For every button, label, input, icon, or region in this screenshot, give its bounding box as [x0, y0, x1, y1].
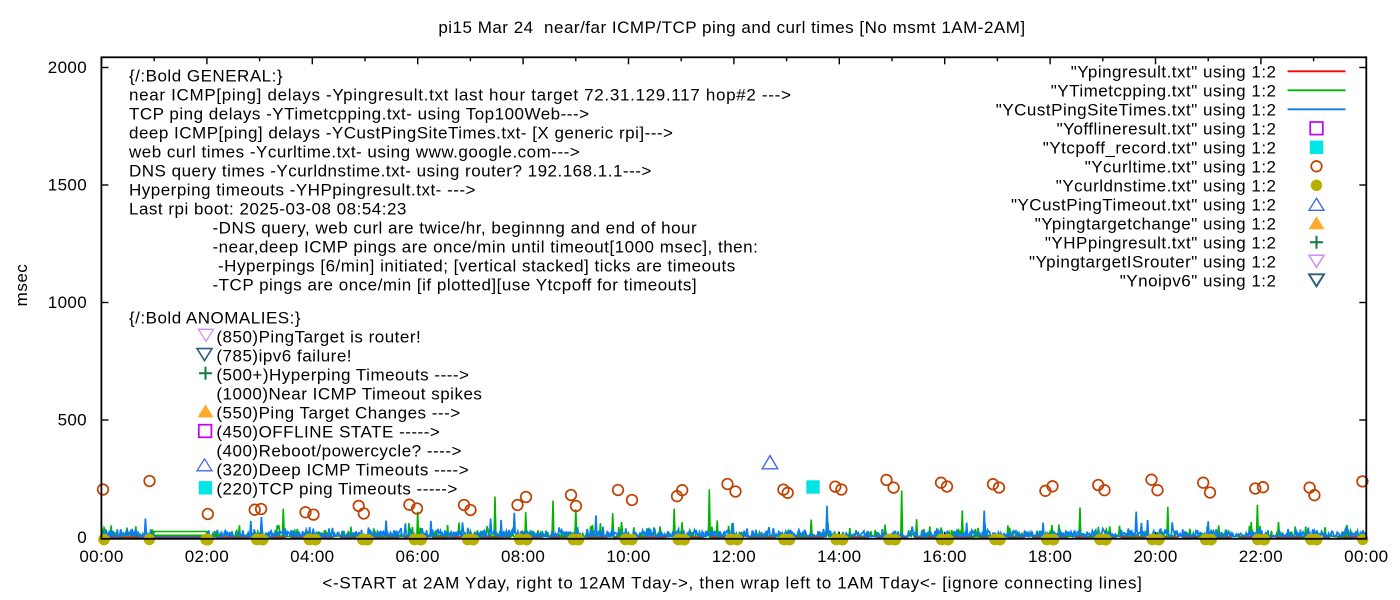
- svg-text:22:00: 22:00: [1239, 547, 1283, 566]
- svg-text:(450)OFFLINE STATE ----->: (450)OFFLINE STATE ----->: [216, 423, 440, 442]
- svg-text:00:00: 00:00: [79, 547, 123, 566]
- svg-text:"Ycurldnstime.txt" using 1:2: "Ycurldnstime.txt" using 1:2: [1056, 176, 1277, 195]
- svg-text:20:00: 20:00: [1133, 547, 1177, 566]
- svg-text:02:00: 02:00: [185, 547, 229, 566]
- svg-text:16:00: 16:00: [923, 547, 967, 566]
- svg-text:18:00: 18:00: [1028, 547, 1072, 566]
- svg-text:(400)Reboot/powercycle? ---->: (400)Reboot/powercycle? ---->: [216, 442, 462, 461]
- svg-text:(500+)Hyperping Timeouts ---->: (500+)Hyperping Timeouts ---->: [216, 366, 469, 385]
- svg-text:"YTimetcpping.txt" using 1:2: "YTimetcpping.txt" using 1:2: [1051, 81, 1277, 100]
- svg-text:"Ycurltime.txt" using 1:2: "Ycurltime.txt" using 1:2: [1085, 157, 1277, 176]
- svg-text:(320)Deep ICMP Timeouts ---->: (320)Deep ICMP Timeouts ---->: [216, 461, 469, 480]
- svg-text:"Ypingtargetchange" using 1:2: "Ypingtargetchange" using 1:2: [1035, 214, 1277, 233]
- svg-text:"YCustPingSiteTimes.txt" using: "YCustPingSiteTimes.txt" using 1:2: [996, 100, 1277, 119]
- svg-text:14:00: 14:00: [817, 547, 861, 566]
- svg-text:10:00: 10:00: [606, 547, 650, 566]
- svg-text:00:00: 00:00: [1344, 547, 1388, 566]
- svg-text:(1000)Near ICMP Timeout spikes: (1000)Near ICMP Timeout spikes: [216, 385, 482, 404]
- svg-text:{/:Bold ANOMALIES:}: {/:Bold ANOMALIES:}: [129, 309, 301, 328]
- svg-text:pi15 Mar 24 near/far ICMP/TCP: pi15 Mar 24 near/far ICMP/TCP ping and c…: [438, 18, 1025, 37]
- svg-text:"YCustPingTimeout.txt" using 1: "YCustPingTimeout.txt" using 1:2: [1011, 195, 1277, 214]
- svg-text:"Ypingresult.txt" using 1:2: "Ypingresult.txt" using 1:2: [1071, 62, 1277, 81]
- svg-text:msec: msec: [12, 264, 31, 307]
- svg-text:"Yofflineresult.txt" using 1:2: "Yofflineresult.txt" using 1:2: [1057, 119, 1277, 138]
- svg-text:12:00: 12:00: [712, 547, 756, 566]
- svg-text:0: 0: [77, 528, 87, 547]
- svg-text:500: 500: [58, 411, 87, 430]
- svg-text:-Hyperpings [6/min] initiated;: -Hyperpings [6/min] initiated; [vertical…: [218, 257, 736, 276]
- svg-text:06:00: 06:00: [396, 547, 440, 566]
- svg-text:DNS query times -Ycurldnstime.: DNS query times -Ycurldnstime.txt- using…: [129, 162, 652, 181]
- svg-text:TCP ping delays -YTimetcpping.: TCP ping delays -YTimetcpping.txt- using…: [129, 105, 590, 124]
- svg-text:"YHPpingresult.txt" using 1:2: "YHPpingresult.txt" using 1:2: [1045, 233, 1277, 252]
- svg-text:1500: 1500: [48, 176, 87, 195]
- svg-text:"YpingtargetISrouter" using 1:: "YpingtargetISrouter" using 1:2: [1029, 252, 1276, 271]
- svg-text:(220)TCP ping Timeouts ----->: (220)TCP ping Timeouts ----->: [216, 480, 457, 499]
- svg-text:2000: 2000: [48, 58, 87, 77]
- svg-text:-TCP pings are once/min [if pl: -TCP pings are once/min [if plotted][use…: [213, 276, 698, 295]
- svg-text:Hyperping timeouts -YHPpingres: Hyperping timeouts -YHPpingresult.txt- -…: [129, 181, 476, 200]
- svg-text:(550)Ping Target Changes --->: (550)Ping Target Changes --->: [216, 404, 460, 423]
- svg-text:(785)ipv6 failure!: (785)ipv6 failure!: [216, 347, 352, 366]
- svg-text:08:00: 08:00: [501, 547, 545, 566]
- svg-text:"Ytcpoff_record.txt" using 1:2: "Ytcpoff_record.txt" using 1:2: [1043, 138, 1277, 157]
- svg-text:1000: 1000: [48, 293, 87, 312]
- svg-text:deep ICMP[ping] delays -YCustP: deep ICMP[ping] delays -YCustPingSiteTim…: [129, 124, 673, 143]
- svg-text:04:00: 04:00: [290, 547, 334, 566]
- svg-text:near ICMP[ping] delays -Ypingr: near ICMP[ping] delays -Ypingresult.txt …: [129, 86, 792, 105]
- svg-text:-near,deep ICMP pings are once: -near,deep ICMP pings are once/min until…: [213, 238, 759, 257]
- svg-text:web curl times -Ycurltime.txt-: web curl times -Ycurltime.txt- using www…: [128, 143, 580, 162]
- svg-text:<-START at 2AM Yday, right to: <-START at 2AM Yday, right to 12AM Tday-…: [322, 574, 1142, 593]
- svg-text:(850)PingTarget is router!: (850)PingTarget is router!: [216, 328, 421, 347]
- svg-text:Last rpi boot: 2025-03-08 08:5: Last rpi boot: 2025-03-08 08:54:23: [129, 200, 407, 219]
- svg-text:{/:Bold GENERAL:}: {/:Bold GENERAL:}: [129, 67, 283, 86]
- svg-text:"Ynoipv6" using 1:2: "Ynoipv6" using 1:2: [1120, 271, 1277, 290]
- svg-text:-DNS query, web curl are twice: -DNS query, web curl are twice/hr, begin…: [213, 219, 698, 238]
